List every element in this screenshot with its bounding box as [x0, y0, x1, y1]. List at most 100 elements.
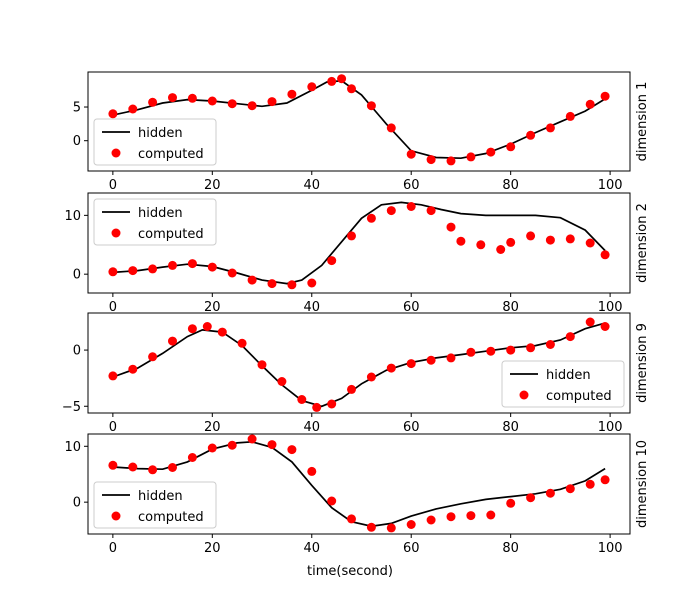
- legend-box: [93, 481, 217, 529]
- computed-point: [600, 250, 610, 260]
- computed-point: [366, 522, 376, 532]
- axes-frame: [87, 71, 631, 172]
- computed-point: [526, 343, 536, 353]
- legend: hidden computed: [93, 481, 217, 529]
- computed-point: [366, 213, 376, 223]
- computed-point: [108, 267, 118, 277]
- x-tick-label: 100: [598, 178, 623, 193]
- computed-point: [217, 327, 227, 337]
- plot-area: [108, 201, 610, 290]
- x-tick-label: 40: [303, 541, 320, 556]
- computed-point: [545, 235, 555, 245]
- computed-point: [600, 322, 610, 331]
- computed-point: [426, 515, 436, 525]
- x-tick-label: 100: [598, 300, 623, 315]
- legend-label-hidden: hidden: [546, 368, 591, 383]
- computed-point: [247, 101, 257, 111]
- y-tick-label: −5: [62, 400, 81, 415]
- computed-point: [347, 514, 356, 524]
- computed-point: [202, 322, 212, 331]
- x-tick-label: 0: [109, 178, 117, 193]
- x-tick-label: 40: [303, 420, 320, 435]
- computed-point: [347, 384, 356, 394]
- computed-point: [506, 498, 516, 508]
- x-tick-label: 80: [502, 541, 519, 556]
- computed-point: [386, 206, 396, 216]
- computed-point: [257, 360, 267, 370]
- computed-point: [565, 111, 575, 121]
- computed-point: [337, 74, 347, 84]
- x-tick-label: 60: [403, 420, 420, 435]
- x-tick-label: 20: [204, 300, 221, 315]
- x-tick-label: 100: [598, 541, 623, 556]
- computed-point: [327, 76, 337, 86]
- computed-point: [297, 395, 307, 404]
- computed-point: [108, 371, 118, 381]
- computed-point: [128, 266, 138, 276]
- computed-point: [287, 445, 297, 455]
- computed-point: [585, 99, 595, 109]
- computed-point: [565, 234, 575, 244]
- computed-point: [446, 512, 456, 522]
- x-tick-label: 40: [303, 178, 320, 193]
- subplot-3: 0 20 40 60 80 100 −5 0 dimension 9 hidden computed: [62, 312, 650, 435]
- x-tick-label: 60: [403, 178, 420, 193]
- computed-point: [585, 479, 595, 489]
- computed-point: [506, 237, 516, 247]
- computed-point: [267, 440, 277, 450]
- subplot-1: 0 20 40 60 80 100 0 5 dimension 1 hidden computed: [73, 71, 650, 193]
- computed-point: [312, 402, 322, 412]
- x-axis-label: time(second): [307, 564, 393, 579]
- computed-point: [386, 523, 396, 533]
- computed-point: [128, 462, 138, 472]
- legend-label-computed: computed: [138, 510, 204, 525]
- computed-point: [227, 99, 237, 109]
- computed-point: [545, 123, 555, 133]
- legend-label-hidden: hidden: [138, 489, 183, 504]
- y-axis-label: dimension 10: [635, 440, 650, 528]
- computed-point: [506, 142, 516, 152]
- computed-point: [386, 363, 396, 373]
- computed-point: [187, 93, 197, 103]
- legend-box: [93, 198, 217, 246]
- computed-point: [187, 324, 197, 334]
- computed-point: [148, 264, 158, 274]
- computed-point: [247, 275, 257, 285]
- computed-point: [247, 434, 257, 444]
- x-tick-label: 80: [502, 300, 519, 315]
- plot-area: [108, 317, 610, 412]
- computed-point: [496, 245, 506, 254]
- legend: hidden computed: [501, 360, 625, 408]
- computed-point: [108, 460, 118, 470]
- computed-point: [456, 236, 466, 246]
- computed-point: [366, 372, 376, 382]
- computed-point: [406, 520, 416, 529]
- legend: hidden computed: [93, 198, 217, 246]
- x-tick-label: 80: [502, 178, 519, 193]
- computed-point: [168, 463, 177, 472]
- legend-label-computed: computed: [546, 389, 612, 404]
- computed-point: [600, 475, 610, 485]
- computed-point: [446, 222, 456, 232]
- computed-point: [426, 206, 436, 216]
- legend-marker-swatch: [519, 390, 529, 400]
- computed-point: [148, 352, 158, 362]
- legend-box: [93, 118, 217, 166]
- x-tick-label: 0: [109, 420, 117, 435]
- x-tick-label: 80: [502, 420, 519, 435]
- x-tick-label: 0: [109, 300, 117, 315]
- computed-point: [128, 364, 138, 374]
- computed-point: [327, 496, 337, 506]
- y-tick-label: 0: [73, 268, 81, 283]
- computed-point: [476, 240, 486, 250]
- computed-point: [426, 155, 436, 165]
- y-axis-label: dimension 9: [635, 323, 650, 403]
- computed-point: [187, 259, 197, 269]
- y-tick-label: 5: [73, 101, 81, 116]
- computed-point: [347, 84, 356, 94]
- computed-point: [600, 91, 610, 101]
- x-tick-label: 60: [403, 541, 420, 556]
- computed-point: [406, 202, 416, 211]
- computed-point: [267, 279, 277, 289]
